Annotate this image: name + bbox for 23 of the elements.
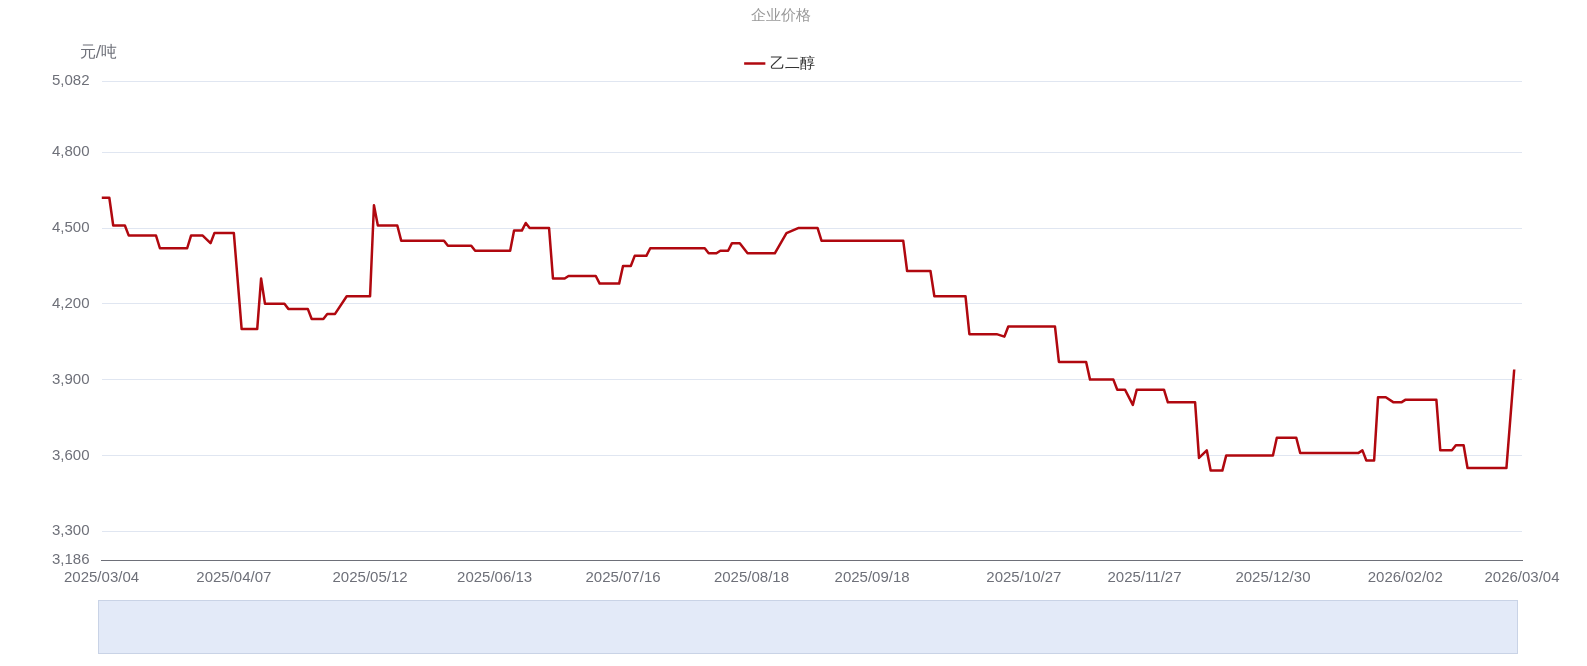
x-tick-label: 2025/08/18	[713, 568, 789, 586]
y-tick-label: 4,800	[51, 142, 90, 160]
y-tick-label: 4,500	[51, 218, 90, 236]
x-tick-label: 2026/02/02	[1367, 568, 1443, 586]
x-tick-label: 2025/07/16	[585, 568, 661, 586]
x-tick-label: 2025/12/30	[1235, 568, 1311, 586]
x-tick-label: 2025/06/13	[457, 568, 533, 586]
y-tick-label: 3,900	[51, 369, 90, 387]
x-tick-label: 2025/10/27	[986, 568, 1062, 586]
x-tick-label: 2025/09/18	[834, 568, 910, 586]
x-tick-label: 2025/04/07	[196, 568, 272, 586]
legend-title: 企业价格	[751, 5, 811, 23]
y-tick-label: 4,200	[51, 293, 90, 311]
y-tick-label: 5,082	[51, 71, 90, 89]
y-tick-label: 3,186	[51, 550, 90, 568]
x-tick-label: 2025/05/12	[332, 568, 408, 586]
y-axis-title: 元/吨	[79, 42, 118, 62]
x-tick-label: 2026/03/04	[1484, 568, 1560, 586]
x-tick-label: 2025/11/27	[1107, 568, 1182, 586]
legend-label: 乙二醇	[769, 53, 815, 71]
x-tick-label: 2025/03/04	[64, 568, 140, 586]
y-tick-label: 3,300	[51, 521, 90, 539]
y-tick-label: 3,600	[51, 445, 90, 463]
